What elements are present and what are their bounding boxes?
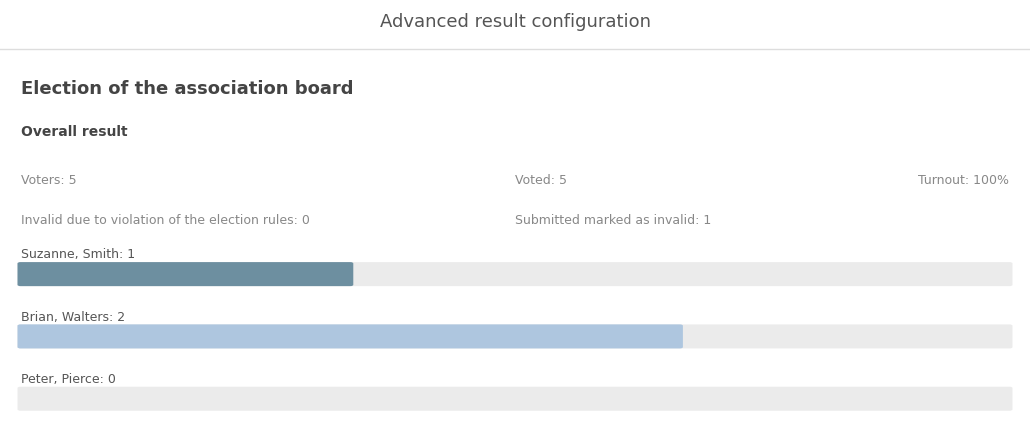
FancyBboxPatch shape <box>18 324 683 348</box>
Text: Submitted marked as invalid: 1: Submitted marked as invalid: 1 <box>515 214 712 227</box>
Text: Advanced result configuration: Advanced result configuration <box>379 13 651 31</box>
Text: Voted: 5: Voted: 5 <box>515 174 566 186</box>
FancyBboxPatch shape <box>18 262 353 286</box>
Text: Peter, Pierce: 0: Peter, Pierce: 0 <box>21 373 115 386</box>
Text: Election of the association board: Election of the association board <box>21 80 353 98</box>
Text: Brian, Walters: 2: Brian, Walters: 2 <box>21 311 125 324</box>
Text: Turnout: 100%: Turnout: 100% <box>919 174 1009 186</box>
FancyBboxPatch shape <box>18 387 1012 411</box>
FancyBboxPatch shape <box>18 262 1012 286</box>
Text: Invalid due to violation of the election rules: 0: Invalid due to violation of the election… <box>21 214 309 227</box>
FancyBboxPatch shape <box>18 324 1012 348</box>
Text: Overall result: Overall result <box>21 125 128 138</box>
Text: Voters: 5: Voters: 5 <box>21 174 76 186</box>
Text: Suzanne, Smith: 1: Suzanne, Smith: 1 <box>21 248 135 261</box>
